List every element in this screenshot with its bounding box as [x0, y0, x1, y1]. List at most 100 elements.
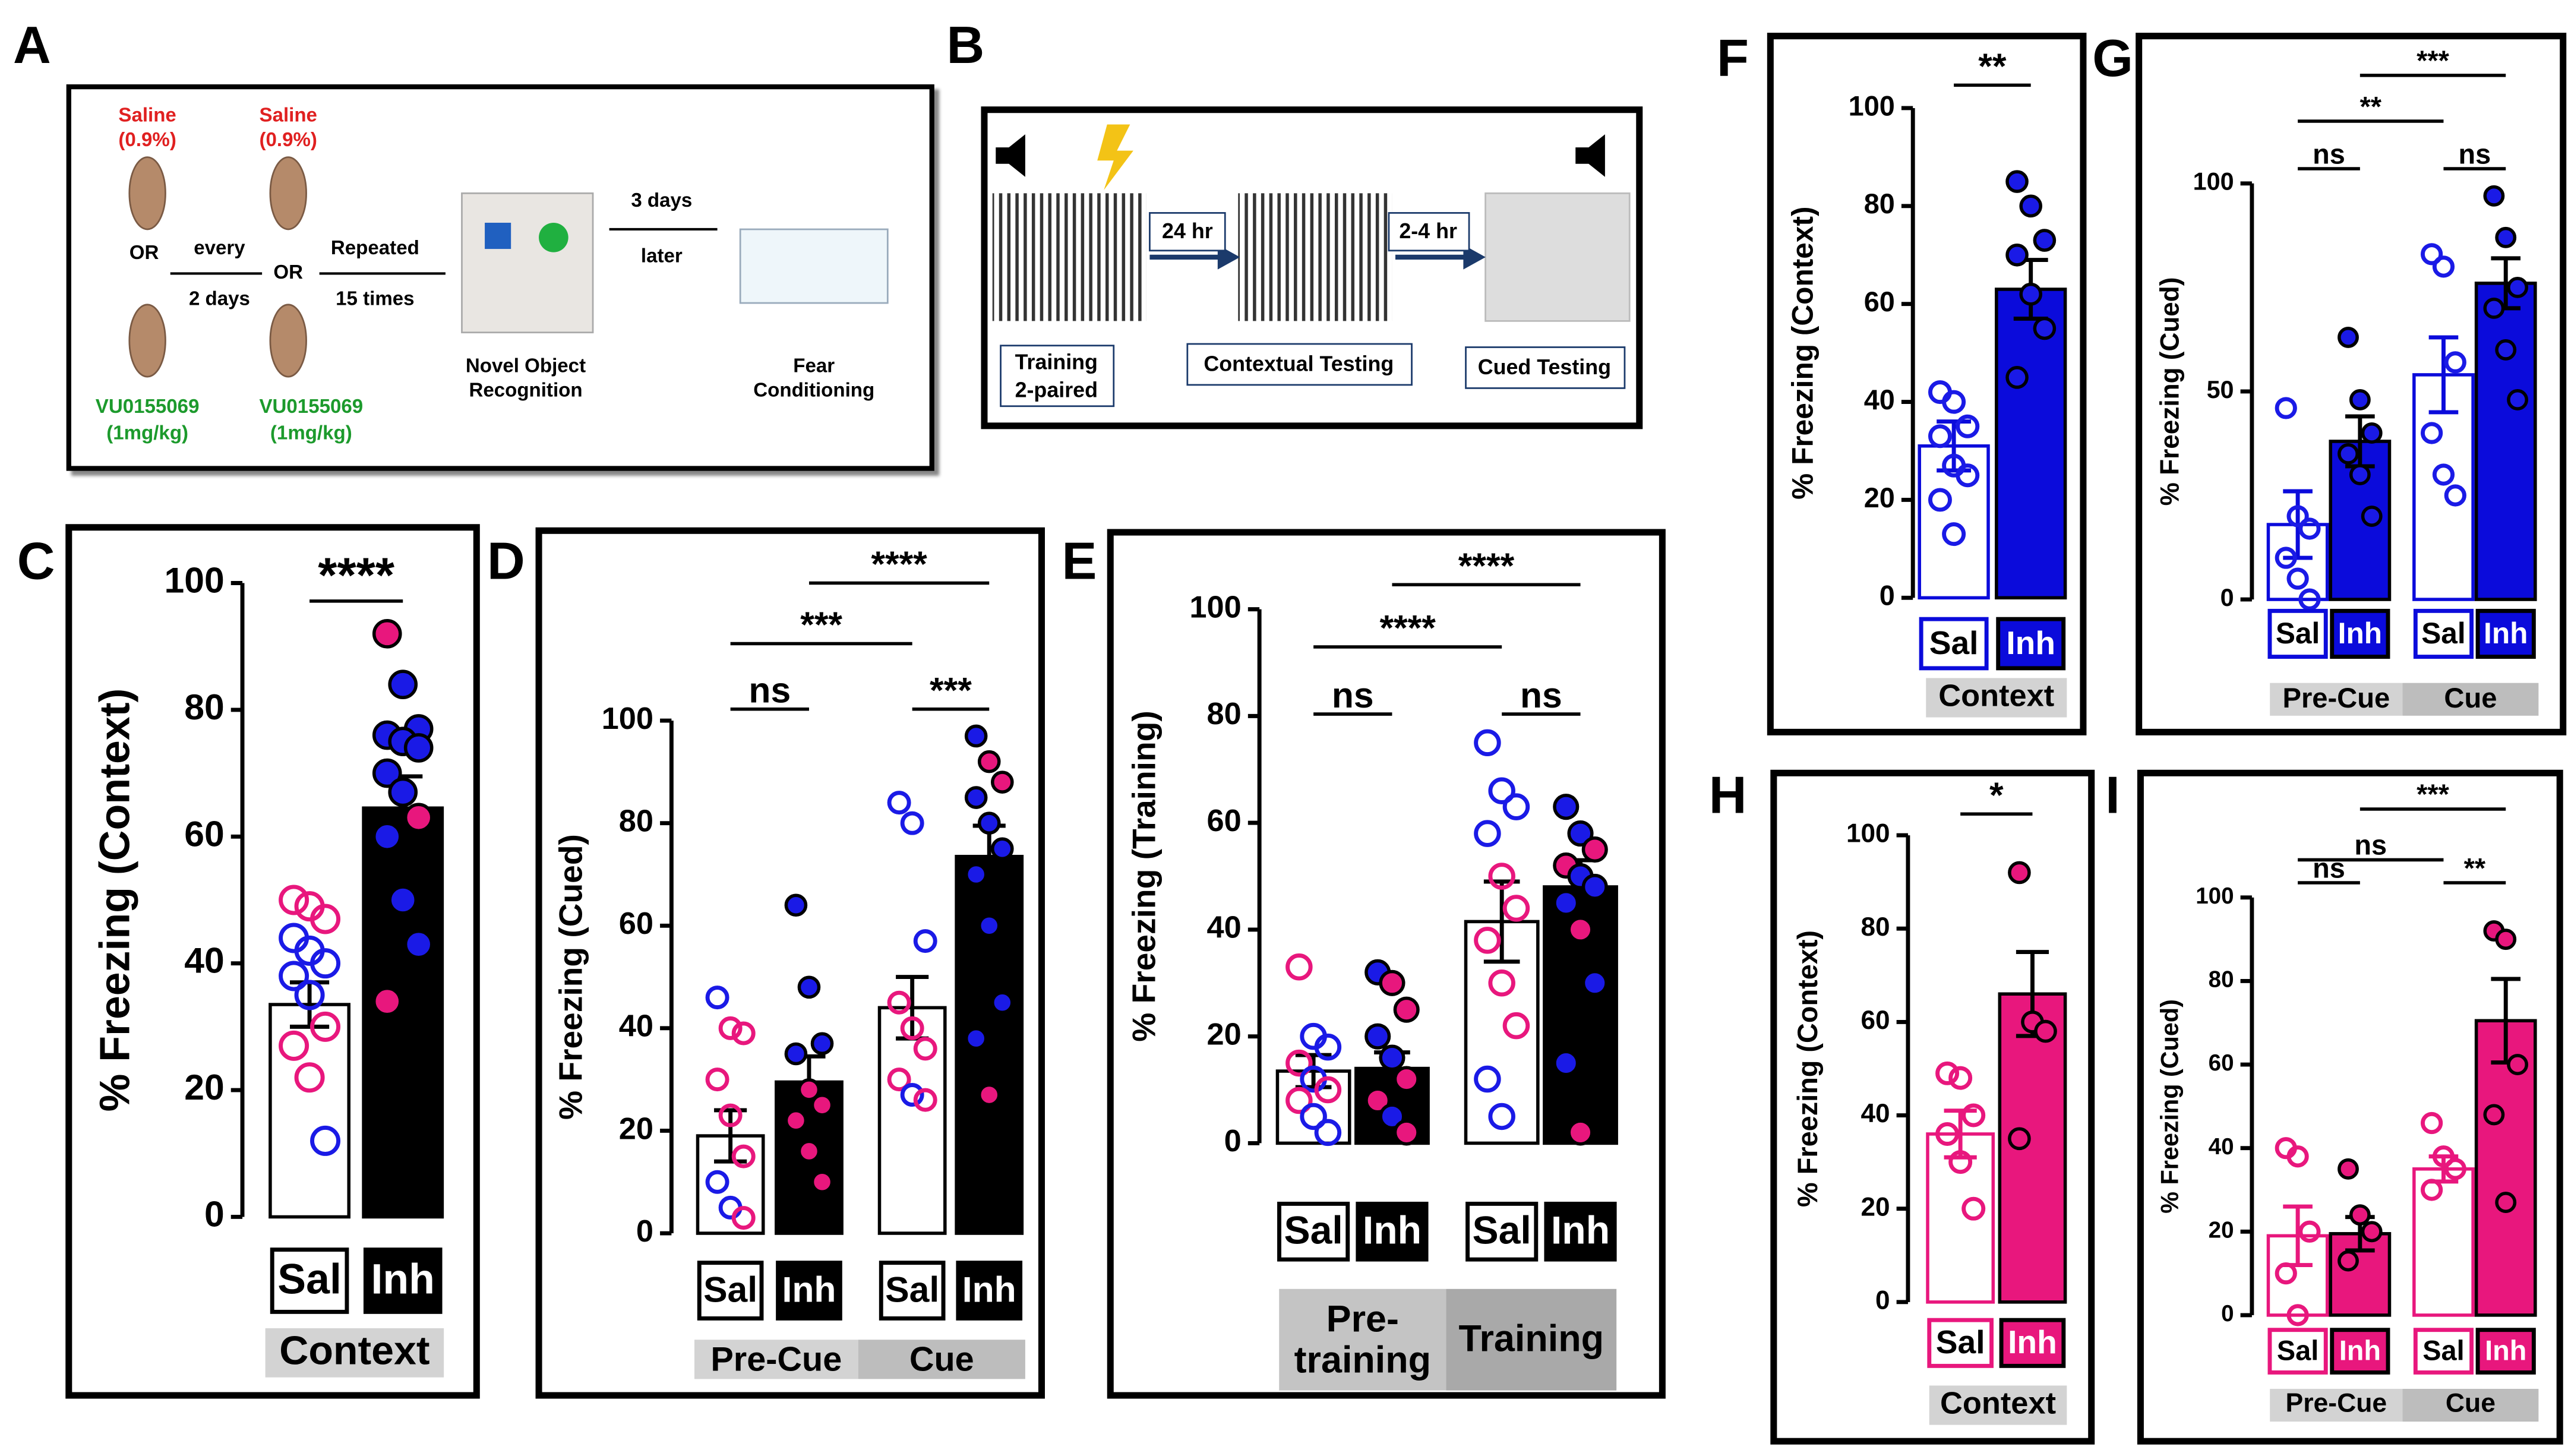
label: Training [1015, 350, 1098, 374]
data-point [887, 791, 911, 815]
label: Saline [118, 104, 176, 126]
data-point [1581, 873, 1608, 901]
group-label: Cue [2444, 683, 2497, 713]
data-point [718, 1103, 743, 1127]
significance-label: ns [2313, 138, 2345, 169]
data-point [1474, 927, 1501, 954]
data-point [2286, 1304, 2309, 1326]
group-band [2270, 683, 2403, 716]
data-point [1285, 1087, 1313, 1114]
data-point [2298, 1220, 2321, 1243]
panel-frame [65, 524, 480, 1399]
y-tick-label: 20 [2209, 1217, 2234, 1243]
data-point [1502, 895, 1530, 922]
label: 3 days [631, 189, 692, 211]
data-point [2421, 1111, 2443, 1135]
group-band [2402, 1388, 2539, 1422]
data-point [2495, 928, 2517, 950]
arrows [1149, 245, 1486, 270]
data-point [964, 1027, 988, 1050]
chamber [739, 228, 889, 304]
data-point [1474, 729, 1501, 757]
data-point [1474, 820, 1501, 847]
group-label: Context [279, 1330, 430, 1375]
category-box [2267, 1328, 2328, 1375]
group-label-box: Cue [2445, 1389, 2496, 1419]
y-tick-label: 20 [184, 1067, 224, 1107]
significance-label: **** [871, 544, 927, 584]
x-tick-label: Sal [2277, 1335, 2319, 1366]
data-point [2275, 397, 2297, 419]
y-tick-label: 100 [1846, 819, 1890, 848]
x-tick-label: Sal [885, 1269, 939, 1309]
data-point [1567, 1119, 1594, 1146]
y-tick-label: 0 [2220, 584, 2234, 611]
y-tick-label: 80 [619, 804, 653, 839]
y-tick-label: 0 [1224, 1124, 1242, 1158]
group-label: Cue [2445, 1389, 2496, 1419]
panel: G 0 50 100 % Freezing (Cued) Sal Inh Sal Inh Pre-… [2092, 29, 2567, 735]
x-tick-label: Inh [2484, 617, 2528, 650]
data-point [1285, 953, 1313, 981]
data-point [2421, 1179, 2443, 1201]
data-point [294, 1062, 325, 1093]
label: 2-4 hr [1399, 219, 1457, 243]
label-box [1000, 345, 1115, 408]
data-point [705, 1067, 729, 1092]
data-point [1567, 916, 1594, 943]
data-point [1942, 390, 1966, 414]
data-point [2005, 243, 2029, 267]
data-point [2421, 422, 2443, 444]
data-point [2019, 194, 2042, 218]
data-point [1285, 1049, 1313, 1077]
y-tick-label: 40 [184, 940, 224, 981]
panel-letter: H [1709, 766, 1747, 825]
y-tick-label: 60 [1864, 286, 1895, 317]
data-point [1956, 463, 1980, 488]
group-label-box: Cue [2444, 683, 2497, 713]
category-box [1465, 1201, 1539, 1262]
data-point [1948, 1150, 1973, 1174]
data-point [1393, 1119, 1420, 1146]
panel-b-frame [981, 106, 1643, 429]
group-label-box: Pre-training [1294, 1298, 1431, 1380]
y-tick-label: 60 [1207, 804, 1242, 838]
y-tick-label: 100 [165, 560, 225, 601]
y-tick-label: 50 [2207, 376, 2234, 403]
label: VU0155069 [96, 396, 200, 418]
data-point [294, 980, 325, 1010]
significance-label: ns [2313, 852, 2345, 883]
label: Conditioning [753, 380, 874, 402]
data-point [1553, 794, 1580, 820]
significance-label: *** [930, 670, 972, 710]
category-box [776, 1261, 842, 1321]
y-tick-label: 0 [204, 1193, 225, 1234]
panel: D 0 20 40 60 80 100 % Freezing (Cued) Sal Inh Sal I… [487, 527, 1045, 1399]
category-box [1544, 1201, 1617, 1262]
panel-frame [2136, 33, 2567, 735]
panel: F 0 20 40 60 80 100 % Freezing (Context) Sal Inh C… [1717, 29, 2087, 735]
data-point [2033, 229, 2057, 252]
data-point [1488, 1103, 1515, 1130]
data-point [2483, 185, 2505, 207]
y-tick-label: 100 [2196, 883, 2234, 909]
data-point [1314, 1033, 1342, 1061]
y-tick-label: 0 [2221, 1301, 2234, 1326]
bar [1995, 288, 2067, 600]
data-point [310, 1011, 341, 1042]
significance-label: **** [1458, 545, 1515, 586]
data-point [372, 822, 402, 852]
group-band [858, 1340, 1025, 1379]
y-tick-label: 40 [619, 1009, 653, 1044]
group-band [1279, 1288, 1446, 1391]
data-point [310, 948, 341, 979]
category-box [697, 1261, 764, 1321]
data-point [310, 1125, 341, 1156]
label: OR [273, 261, 303, 283]
data-point [887, 1067, 911, 1092]
data-point [372, 619, 402, 649]
data-point [1935, 1061, 1960, 1085]
y-tick-label: 100 [2193, 168, 2234, 195]
context-box [1484, 192, 1631, 322]
data-point [2338, 326, 2359, 348]
